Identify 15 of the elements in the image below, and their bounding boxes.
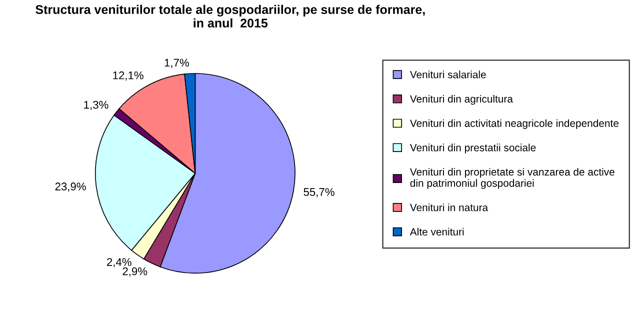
legend-label: Venituri din agricultura [410,94,513,105]
legend-label: Alte venituri [410,228,464,236]
legend-label: Venituri din prestatii sociale [410,144,536,154]
legend-label: Venituri din activitati neagricole independente [410,119,618,130]
data-label: 1,7% [164,58,189,68]
data-label: 1,3% [84,100,108,110]
data-label: 55,7% [304,188,334,198]
chart-title: Structura veniturilor totale ale gospodariilor, pe surse de formare, in anul 2015 [36,4,425,28]
legend-label: Venituri in natura [410,204,488,212]
data-label: 23,9% [55,182,86,192]
legend-label: Venituri din proprietate si vanzarea de active din patrimoniul gospodariei [410,168,614,189]
data-label: 12,1% [113,71,144,81]
data-label: 2,9% [122,267,148,277]
legend-label: Venituri salariale [410,70,486,78]
data-label: 2,4% [107,258,132,268]
